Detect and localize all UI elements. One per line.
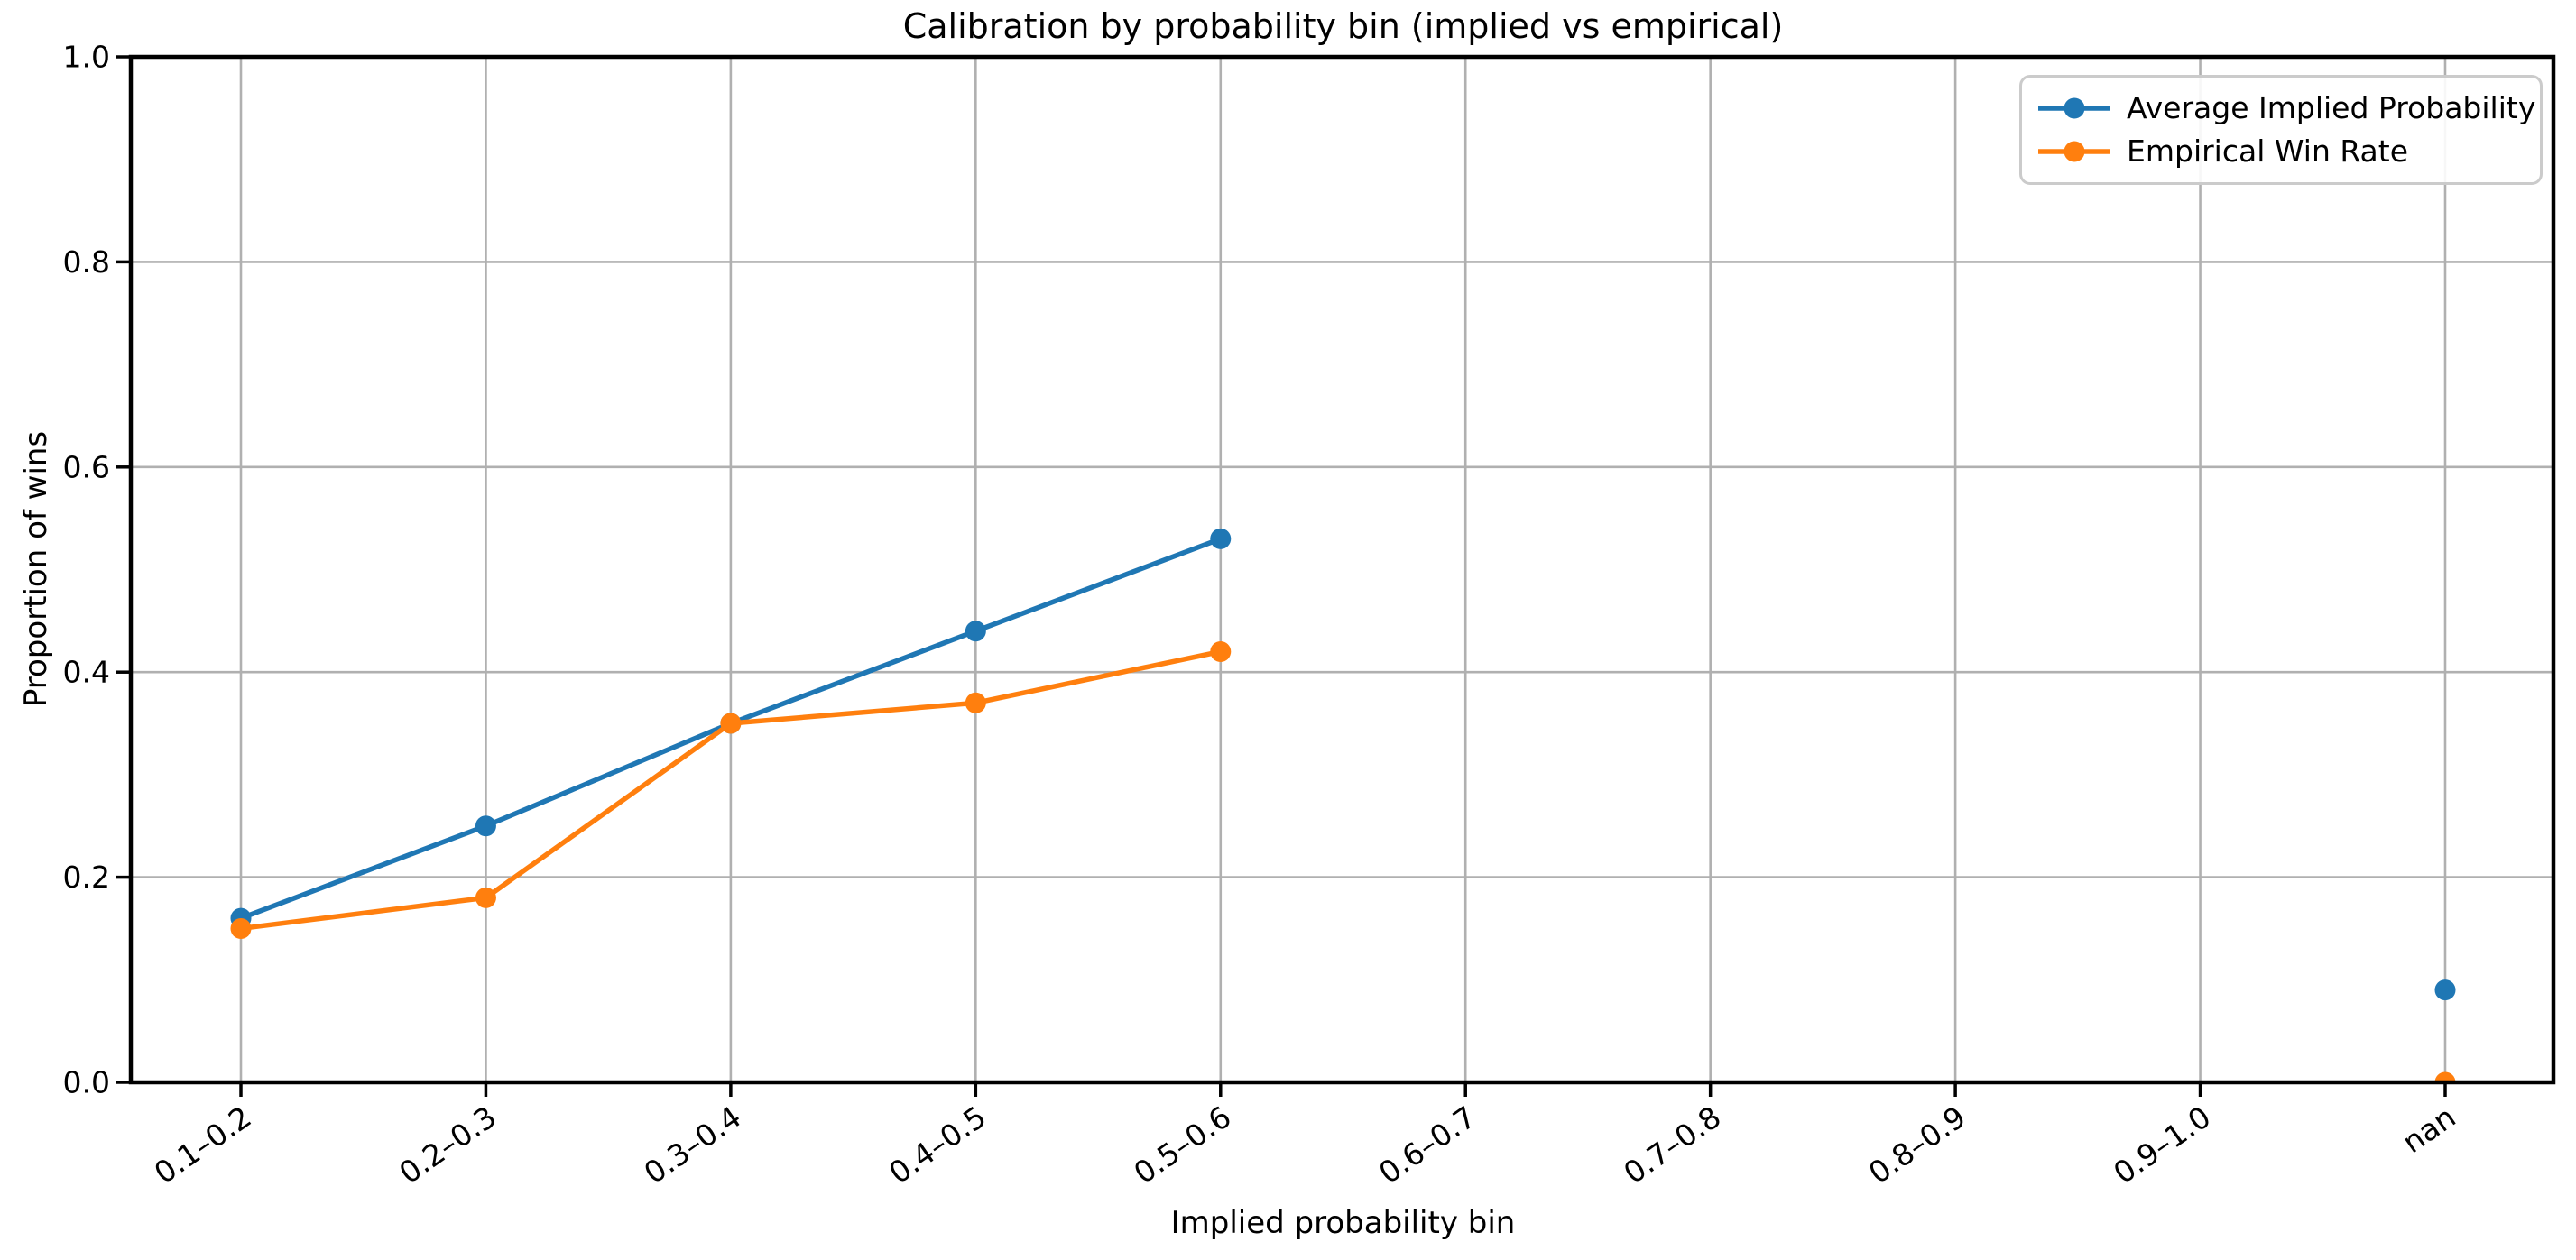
data-point-marker-1 (1210, 640, 1232, 662)
x-tick-label: 0.5–0.6 (1127, 1099, 1237, 1191)
x-axis-label: Implied probability bin (1170, 1205, 1516, 1241)
line-marker-icon (2038, 141, 2110, 162)
x-tick-label: 0.6–0.7 (1372, 1099, 1482, 1191)
line-marker-icon (2038, 97, 2110, 119)
x-tick-label: 0.3–0.4 (638, 1099, 748, 1191)
legend-item-average-implied-probability: Average Implied Probability (2036, 87, 2535, 130)
data-point-marker-1 (230, 917, 252, 939)
x-tick-label: 0.2–0.3 (392, 1099, 503, 1191)
y-tick-label: 0.8 (63, 244, 110, 280)
data-point-marker-0 (965, 621, 986, 642)
x-tick-label: 0.9–1.0 (2107, 1099, 2217, 1191)
y-axis-label: Proportion of wins (18, 430, 54, 708)
series-layer (230, 528, 2456, 1082)
data-point-marker-0 (1210, 528, 1232, 549)
data-point-marker-1 (965, 692, 986, 713)
x-tick-label: 0.4–0.5 (882, 1099, 993, 1191)
x-tick-label: nan (2396, 1099, 2461, 1161)
legend: Average Implied Probability Empirical Wi… (2019, 75, 2543, 185)
y-tick-label: 1.0 (63, 40, 110, 75)
data-point-marker-1 (2434, 1071, 2456, 1082)
data-point-marker-1 (720, 713, 742, 734)
data-point-marker-0 (2434, 979, 2456, 1001)
y-tick-label: 0.2 (63, 860, 110, 895)
legend-label: Average Implied Probability (2127, 90, 2536, 125)
axes-spines (128, 54, 2556, 1085)
x-tick-label: 0.7–0.8 (1617, 1099, 1727, 1191)
y-tick-label: 0.6 (63, 449, 110, 484)
data-point-marker-0 (475, 815, 496, 837)
x-tick-label: 0.8–0.9 (1862, 1099, 1972, 1191)
legend-item-empirical-win-rate: Empirical Win Rate (2036, 130, 2525, 173)
y-tick-label: 0.4 (63, 655, 110, 690)
y-tick-label: 0.0 (63, 1065, 110, 1100)
legend-label: Empirical Win Rate (2127, 133, 2409, 169)
chart-title: Calibration by probability bin (implied … (902, 6, 1784, 46)
data-point-marker-1 (475, 887, 496, 908)
x-tick-label: 0.1–0.2 (148, 1099, 258, 1191)
